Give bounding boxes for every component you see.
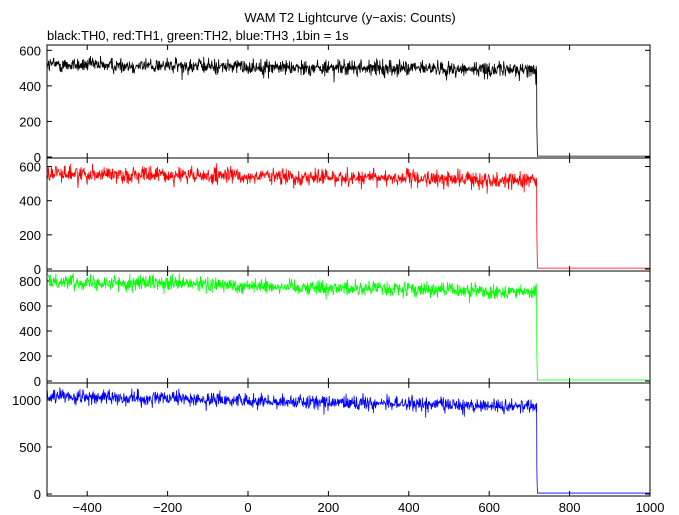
y-tick-label: 500 <box>19 440 41 455</box>
y-tick-label: 600 <box>19 299 41 314</box>
y-tick-label: 200 <box>19 114 41 129</box>
y-tick-label: 400 <box>19 194 41 209</box>
x-tick-label: −400 <box>73 500 102 515</box>
y-tick-label: 800 <box>19 274 41 289</box>
x-tick-label: 200 <box>318 500 340 515</box>
x-tick-label: 400 <box>398 500 420 515</box>
panel-frame-th1 <box>46 157 651 272</box>
panel-th3: 0 500 1000 <box>12 382 651 502</box>
x-tick-label: 1000 <box>636 500 665 515</box>
panel-frame-th2 <box>46 270 651 384</box>
x-axis: −400 −200 0 200 400 600 800 1000 <box>73 500 665 515</box>
series-line-th0 <box>46 55 650 157</box>
panel-th1: 0 200 400 600 <box>19 157 651 277</box>
y-tick-label: 0 <box>34 374 41 389</box>
panels-group: 0200400600020040060002004006008000500100… <box>12 43 651 502</box>
y-tick-label: 600 <box>19 160 41 175</box>
x-tick-label: 600 <box>478 500 500 515</box>
panel-th0: 0 200 400 600 <box>19 43 651 165</box>
chart-subtitle: black:TH0, red:TH1, green:TH2, blue:TH3 … <box>47 28 349 43</box>
x-tick-label: −200 <box>153 500 182 515</box>
y-tick-label: 0 <box>34 487 41 502</box>
y-tick-label: 400 <box>19 79 41 94</box>
panel-th2: 0 200 400 600 800 <box>19 270 651 389</box>
y-tick-label: 200 <box>19 349 41 364</box>
series-line-th2 <box>46 272 650 381</box>
chart-title: WAM T2 Lightcurve (y−axis: Counts) <box>244 10 455 25</box>
y-tick-label: 0 <box>34 150 41 165</box>
y-tick-label: 400 <box>19 324 41 339</box>
panel-frame-th0 <box>46 44 651 159</box>
panel-frame-th3 <box>46 382 651 497</box>
y-tick-label: 0 <box>34 262 41 277</box>
y-tick-label: 200 <box>19 228 41 243</box>
x-tick-label: 0 <box>244 500 251 515</box>
x-tick-label: 800 <box>559 500 581 515</box>
y-tick-label: 1000 <box>12 393 41 408</box>
y-tick-label: 600 <box>19 43 41 58</box>
series-line-th1 <box>46 163 650 269</box>
series-line-th3 <box>46 387 650 494</box>
